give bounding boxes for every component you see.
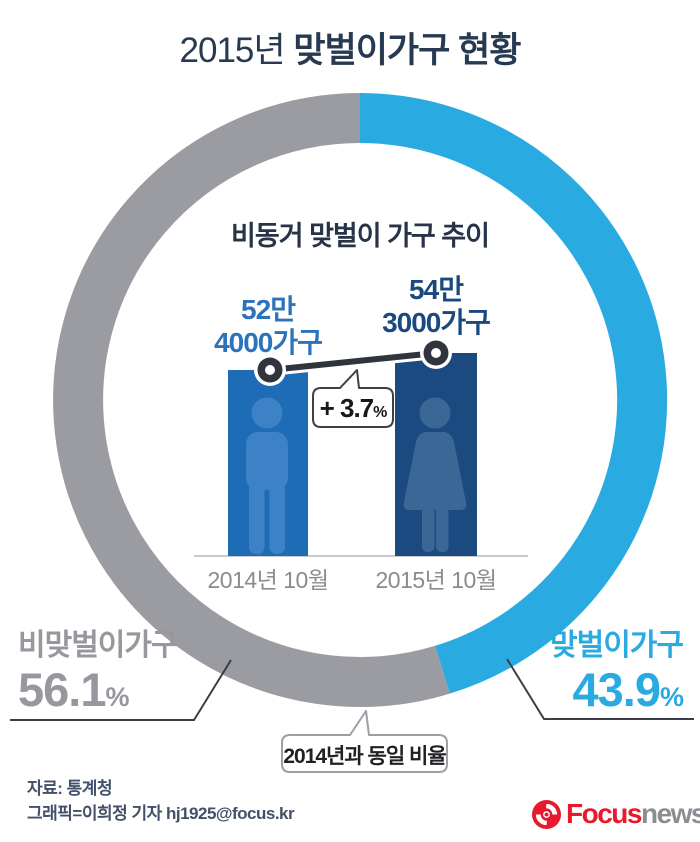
dual-unit: % [659, 682, 684, 712]
logo-focus-text: Focus [566, 798, 642, 829]
focus-news-logo: Focus news [531, 798, 700, 830]
logo-news-text: news [640, 798, 700, 829]
focus-news-swirl-icon [531, 799, 562, 829]
bar-value-2014: 52만 4000가구 [188, 293, 348, 359]
dual-label-block: 맞벌이가구 43.9% [550, 629, 684, 721]
male-person-icon [246, 397, 288, 554]
inner-chart-title: 비동거 맞벌이 가구 추이 [231, 221, 490, 251]
title-year: 2015년 [179, 31, 286, 70]
page-title: 2015년 맞벌이가구 현황 [0, 22, 700, 73]
non-dual-value: 56.1 [18, 663, 106, 716]
bar-value-2015: 54만 3000가구 [356, 273, 516, 339]
note-same-ratio: 2014년과 동일 비율 [283, 745, 446, 768]
non-dual-unit: % [105, 682, 129, 712]
dual-label: 맞벌이가구 [550, 629, 684, 662]
bar-value-2015-line2: 3000가구 [382, 307, 491, 338]
credit-text: 그래픽=이희정 기자 hj1925@focus.kr [27, 804, 295, 823]
non-dual-label: 비맞벌이가구 [18, 629, 179, 662]
title-emphasis: 맞벌이가구 현황 [293, 31, 521, 70]
dual-value: 43.9 [572, 663, 661, 716]
female-person-icon [403, 397, 467, 552]
bar-value-2014-line1: 52만 [241, 294, 296, 325]
bar-value-2014-line2: 4000가구 [214, 327, 323, 358]
growth-percent-label: + 3.7% [313, 393, 393, 424]
x-label-2015: 2015년 10월 [375, 567, 497, 593]
bar-value-2015-line1: 54만 [409, 274, 464, 305]
non-dual-label-block: 비맞벌이가구 56.1% [18, 629, 179, 721]
growth-value: + 3.7 [319, 393, 375, 423]
source-text: 자료: 통계청 [27, 779, 113, 798]
x-label-2014: 2014년 10월 [207, 567, 329, 593]
growth-unit: % [373, 404, 387, 421]
